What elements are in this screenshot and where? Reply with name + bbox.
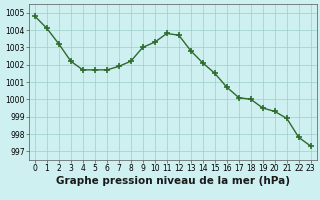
X-axis label: Graphe pression niveau de la mer (hPa): Graphe pression niveau de la mer (hPa): [56, 176, 290, 186]
